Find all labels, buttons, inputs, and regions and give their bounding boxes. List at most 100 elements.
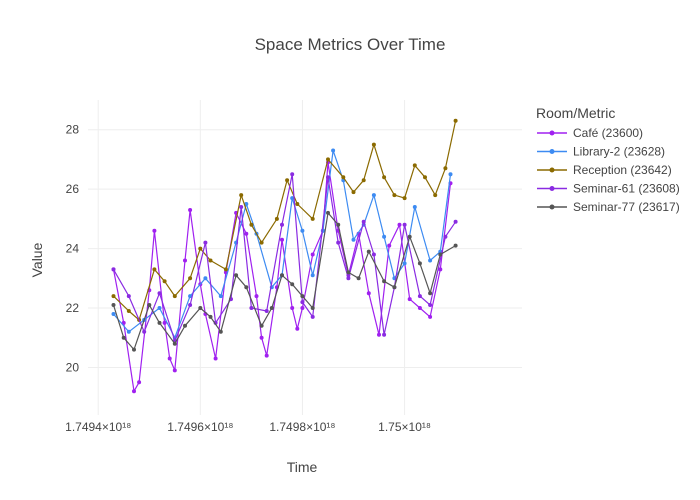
legend-item[interactable]: Reception (23642)	[537, 163, 672, 177]
data-point	[290, 282, 295, 287]
data-point	[326, 157, 330, 162]
data-point	[382, 279, 387, 284]
data-point	[356, 276, 361, 281]
data-point	[285, 178, 290, 183]
data-point	[346, 270, 351, 275]
data-point	[172, 368, 177, 373]
y-tick-label: 22	[66, 301, 80, 315]
data-point	[417, 306, 422, 310]
chart-title: Space Metrics Over Time	[255, 35, 446, 54]
y-axis-ticks: 20 22 24 26 28	[66, 123, 80, 375]
data-point	[162, 279, 167, 284]
data-point	[407, 234, 412, 239]
data-point	[126, 294, 131, 299]
data-point	[443, 234, 448, 239]
legend-label: Seminar-77 (23617)	[573, 200, 680, 214]
grid	[88, 100, 522, 415]
y-axis-title: Value	[29, 242, 45, 277]
legend-marker	[549, 167, 555, 173]
data-point	[111, 312, 116, 316]
data-point	[326, 175, 330, 180]
data-point	[290, 196, 295, 201]
legend-title: Room/Metric	[536, 105, 615, 121]
data-point	[157, 306, 162, 310]
data-point	[234, 273, 239, 278]
data-point	[412, 205, 417, 209]
legend-label: Seminar-61 (23608)	[573, 182, 680, 196]
data-point	[137, 380, 142, 385]
data-point	[244, 285, 249, 290]
data-point	[428, 303, 433, 307]
data-point	[157, 320, 162, 325]
data-point	[188, 276, 193, 281]
data-point	[351, 237, 356, 242]
data-point	[111, 303, 116, 307]
legend-label: Café (23600)	[573, 126, 643, 140]
data-point	[295, 326, 300, 331]
legend-item[interactable]: Seminar-61 (23608)	[537, 182, 680, 196]
plot-area: 1.7494×10¹⁸ 1.7496×10¹⁸ 1.7498×10¹⁸ 1.75×10…	[65, 100, 522, 434]
data-point	[111, 294, 116, 299]
data-point	[300, 300, 305, 305]
legend-items: Café (23600) Library-2 (23628) Reception (…	[537, 126, 680, 214]
data-point	[152, 267, 157, 272]
data-point	[157, 291, 162, 296]
data-point	[402, 196, 407, 201]
data-point	[208, 314, 213, 319]
y-tick-label: 26	[66, 182, 80, 196]
data-point	[254, 294, 259, 299]
data-point	[453, 219, 458, 224]
data-point	[448, 172, 453, 177]
data-point	[208, 258, 213, 263]
data-point	[336, 222, 341, 227]
data-point	[310, 252, 315, 257]
series-4	[111, 210, 458, 352]
data-point	[295, 202, 300, 206]
data-point	[188, 303, 193, 307]
data-point	[290, 306, 295, 310]
legend-marker	[549, 149, 555, 154]
data-point	[371, 142, 376, 147]
data-point	[428, 291, 433, 296]
legend-label: Reception (23642)	[573, 163, 672, 177]
series-layer	[111, 118, 458, 394]
data-point	[382, 234, 387, 239]
legend-label: Library-2 (23628)	[573, 145, 665, 159]
legend-item[interactable]: Seminar-77 (23617)	[537, 200, 680, 214]
data-point	[300, 294, 305, 299]
data-point	[331, 148, 336, 153]
data-point	[264, 309, 269, 313]
data-point	[377, 332, 381, 337]
data-point	[259, 323, 264, 328]
data-point	[346, 276, 351, 281]
data-point	[264, 353, 269, 358]
x-tick-label: 1.7496×10¹⁸	[167, 420, 233, 434]
legend-item[interactable]: Café (23600)	[537, 126, 643, 140]
data-point	[417, 294, 422, 299]
data-point	[223, 267, 228, 272]
x-tick-label: 1.75×10¹⁸	[378, 420, 431, 434]
y-tick-label: 24	[66, 242, 80, 256]
data-point	[428, 258, 433, 263]
data-point	[132, 347, 136, 352]
data-point	[126, 309, 131, 313]
data-point	[162, 320, 167, 325]
data-point	[132, 389, 136, 394]
data-point	[300, 306, 305, 310]
data-point	[310, 216, 315, 221]
data-point	[183, 258, 187, 263]
data-point	[280, 237, 284, 242]
data-point	[290, 172, 295, 177]
data-point	[244, 231, 249, 236]
data-point	[453, 118, 458, 123]
data-point	[371, 193, 376, 198]
legend-item[interactable]: Library-2 (23628)	[537, 145, 665, 159]
data-point	[407, 297, 412, 302]
data-point	[152, 228, 157, 233]
data-point	[218, 294, 223, 299]
data-point	[371, 252, 376, 257]
data-point	[167, 356, 172, 361]
data-point	[417, 261, 422, 266]
data-point	[274, 216, 279, 221]
